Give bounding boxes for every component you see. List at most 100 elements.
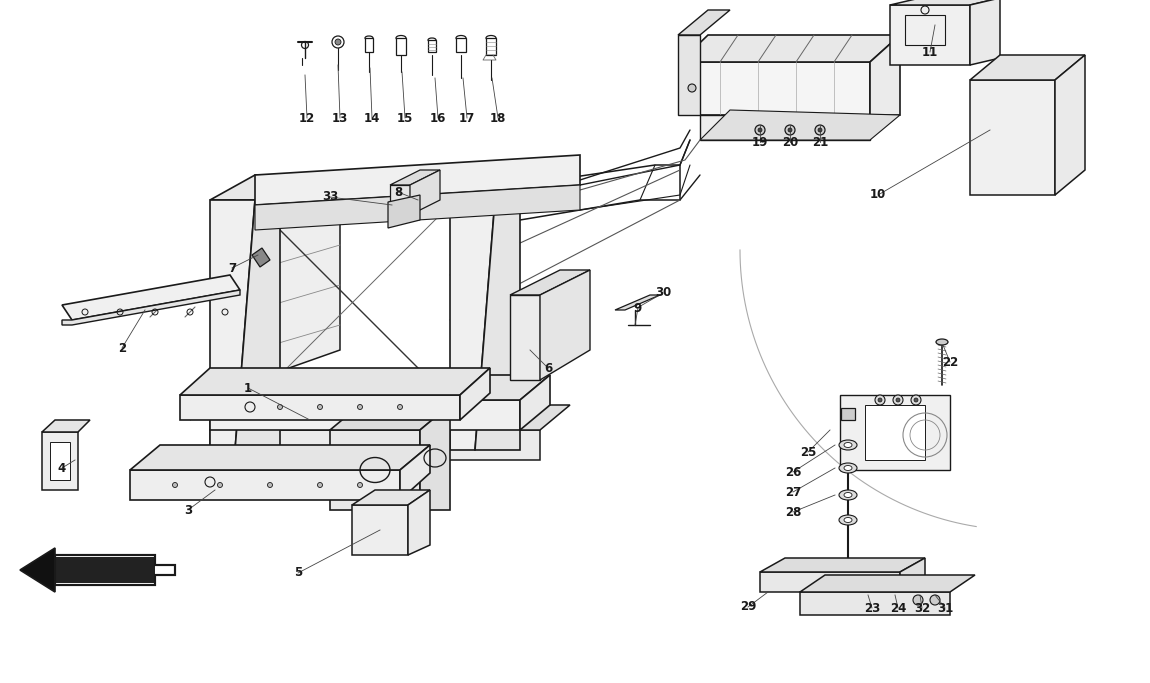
Polygon shape: [841, 408, 854, 420]
Circle shape: [398, 404, 402, 410]
Polygon shape: [450, 200, 494, 450]
Text: 16: 16: [430, 111, 446, 124]
Circle shape: [277, 404, 283, 410]
Polygon shape: [460, 368, 490, 420]
Polygon shape: [450, 175, 520, 200]
Circle shape: [818, 128, 822, 132]
Circle shape: [896, 398, 900, 402]
Polygon shape: [408, 490, 430, 555]
Circle shape: [217, 482, 222, 488]
Polygon shape: [210, 405, 570, 430]
Text: 30: 30: [654, 286, 672, 300]
Polygon shape: [210, 375, 550, 400]
Polygon shape: [210, 430, 540, 460]
Text: 3: 3: [184, 503, 192, 516]
Circle shape: [815, 125, 825, 135]
Circle shape: [914, 398, 918, 402]
Circle shape: [877, 398, 882, 402]
Text: 9: 9: [634, 301, 642, 314]
Circle shape: [756, 125, 765, 135]
Text: 20: 20: [782, 135, 798, 148]
Polygon shape: [800, 575, 975, 592]
Circle shape: [335, 39, 342, 45]
Ellipse shape: [844, 518, 852, 522]
Polygon shape: [969, 55, 1084, 80]
Text: 14: 14: [363, 111, 381, 124]
Text: 1: 1: [244, 382, 252, 395]
Text: 31: 31: [937, 602, 953, 615]
Polygon shape: [871, 35, 900, 115]
Text: 13: 13: [332, 111, 348, 124]
Polygon shape: [330, 405, 450, 430]
Polygon shape: [700, 115, 871, 140]
Ellipse shape: [840, 463, 857, 473]
Polygon shape: [428, 40, 436, 52]
Circle shape: [688, 84, 696, 92]
Text: 32: 32: [914, 602, 930, 615]
Text: 24: 24: [890, 602, 906, 615]
Circle shape: [358, 404, 362, 410]
Polygon shape: [252, 248, 270, 267]
Polygon shape: [760, 558, 925, 572]
Circle shape: [894, 395, 903, 405]
Polygon shape: [62, 290, 240, 325]
Polygon shape: [475, 175, 520, 450]
Ellipse shape: [840, 490, 857, 500]
Polygon shape: [509, 270, 590, 295]
Circle shape: [317, 482, 322, 488]
Circle shape: [913, 595, 923, 605]
Text: 19: 19: [752, 135, 768, 148]
Circle shape: [788, 128, 792, 132]
Text: 11: 11: [922, 46, 938, 59]
Text: 8: 8: [393, 186, 402, 199]
Text: 28: 28: [784, 505, 802, 518]
Polygon shape: [1055, 55, 1084, 195]
Polygon shape: [49, 442, 70, 480]
Polygon shape: [540, 270, 590, 380]
Polygon shape: [130, 445, 430, 470]
Text: 27: 27: [784, 486, 802, 499]
Polygon shape: [969, 80, 1055, 195]
Polygon shape: [255, 175, 340, 380]
Ellipse shape: [844, 466, 852, 471]
Polygon shape: [520, 375, 550, 430]
Polygon shape: [400, 445, 430, 500]
Polygon shape: [210, 175, 279, 200]
Polygon shape: [235, 175, 279, 450]
Polygon shape: [900, 558, 925, 592]
Text: 17: 17: [459, 111, 475, 124]
Bar: [905, 15, 945, 45]
Polygon shape: [352, 505, 408, 555]
Text: 7: 7: [228, 262, 236, 275]
Polygon shape: [181, 395, 460, 420]
Circle shape: [930, 595, 940, 605]
Ellipse shape: [840, 515, 857, 525]
Polygon shape: [62, 275, 240, 320]
Circle shape: [172, 482, 177, 488]
Circle shape: [875, 395, 886, 405]
Polygon shape: [210, 400, 520, 430]
Ellipse shape: [840, 440, 857, 450]
Polygon shape: [680, 35, 900, 62]
Polygon shape: [340, 175, 520, 200]
Polygon shape: [509, 295, 540, 380]
Polygon shape: [130, 470, 400, 500]
Polygon shape: [969, 0, 1000, 65]
Polygon shape: [396, 38, 406, 55]
Text: 25: 25: [799, 445, 816, 458]
Text: 4: 4: [58, 462, 67, 475]
Text: 10: 10: [869, 189, 887, 201]
Text: 6: 6: [544, 361, 552, 374]
Polygon shape: [890, 0, 1000, 5]
Polygon shape: [390, 170, 440, 185]
Ellipse shape: [844, 443, 852, 447]
Polygon shape: [20, 548, 55, 592]
Polygon shape: [210, 200, 255, 450]
Ellipse shape: [936, 339, 948, 345]
Polygon shape: [388, 195, 420, 228]
Polygon shape: [365, 38, 373, 52]
Circle shape: [268, 482, 273, 488]
Polygon shape: [330, 430, 420, 510]
Text: 22: 22: [942, 355, 958, 369]
Polygon shape: [865, 405, 925, 460]
